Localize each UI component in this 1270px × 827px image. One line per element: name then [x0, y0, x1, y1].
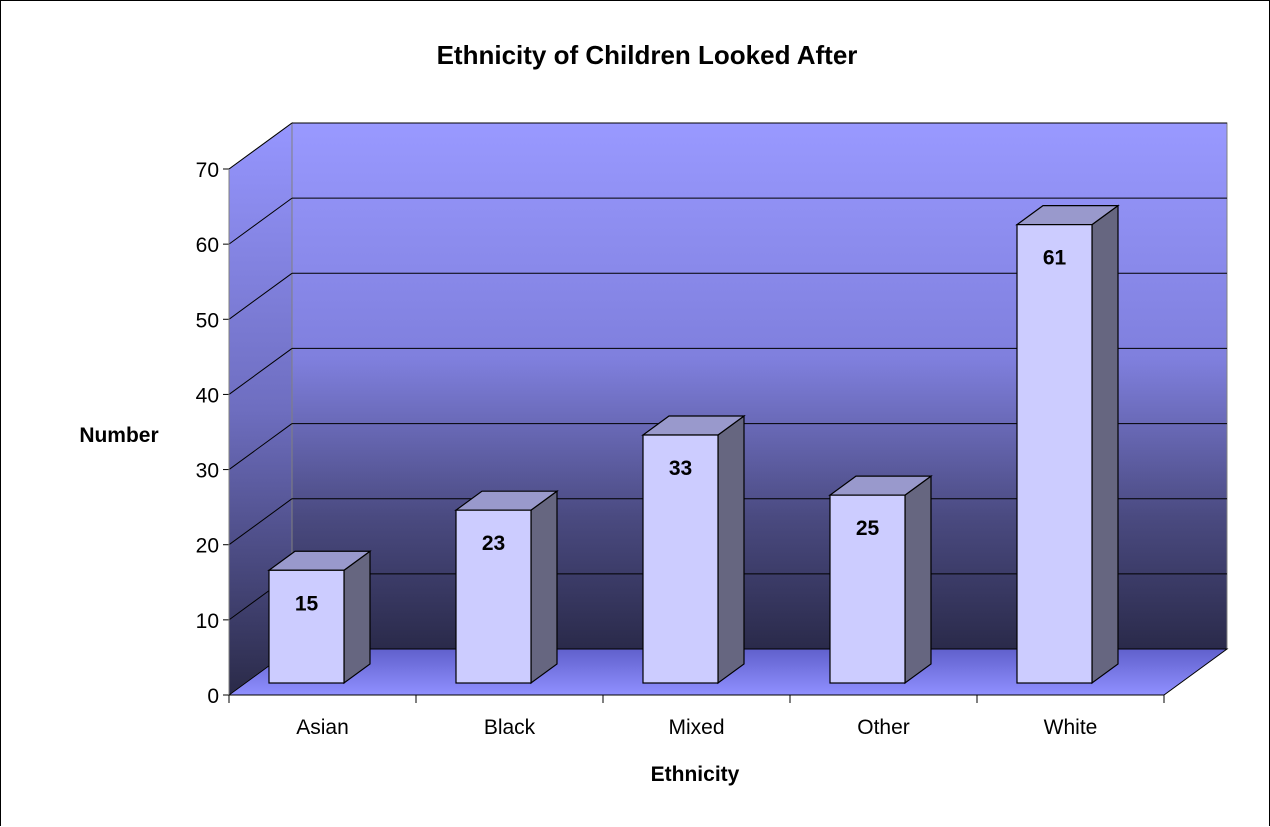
- bar-side: [1091, 204, 1119, 685]
- y-axis-title: Number: [79, 424, 158, 447]
- y-tick-label: 20: [196, 535, 219, 558]
- bar-side: [530, 489, 558, 685]
- y-tick-label: 70: [196, 159, 219, 182]
- bar: [642, 434, 719, 684]
- y-tick-label: 50: [196, 309, 219, 332]
- gridline-side: [228, 498, 293, 546]
- gridline-side: [228, 197, 293, 245]
- bar: [1016, 224, 1093, 684]
- bar-side: [904, 474, 932, 685]
- y-tick-label: 60: [196, 234, 219, 257]
- x-tick-label: Asian: [296, 716, 349, 739]
- data-label: 25: [856, 517, 880, 540]
- y-tick-label: 0: [207, 685, 219, 708]
- data-label: 23: [482, 532, 505, 555]
- plot-area: 0 10 20 30 40 50 60 70 Asian Black Mixed Other White…: [196, 122, 1229, 739]
- chart-title: Ethnicity of Children Looked After: [437, 40, 858, 70]
- gridline-side: [228, 348, 293, 395]
- y-tick-label: 40: [196, 384, 219, 407]
- y-tick-label: 10: [196, 610, 219, 633]
- x-tick-label: Other: [857, 716, 910, 739]
- bar: [829, 494, 906, 684]
- gridline-side: [228, 272, 293, 320]
- data-label: 61: [1043, 247, 1067, 270]
- bar: [268, 569, 345, 684]
- data-label: 15: [295, 592, 319, 615]
- x-tick-label: White: [1044, 716, 1098, 739]
- bar-side: [343, 550, 371, 685]
- y-tick-label: 30: [196, 460, 219, 483]
- bar: [455, 509, 532, 684]
- x-axis-title: Ethnicity: [651, 763, 740, 786]
- gridline-side: [228, 122, 293, 170]
- bar-side: [717, 414, 745, 685]
- x-tick-label: Mixed: [668, 716, 724, 739]
- gridline-side: [228, 423, 293, 470]
- data-label: 33: [669, 457, 692, 480]
- x-tick-label: Black: [484, 716, 536, 739]
